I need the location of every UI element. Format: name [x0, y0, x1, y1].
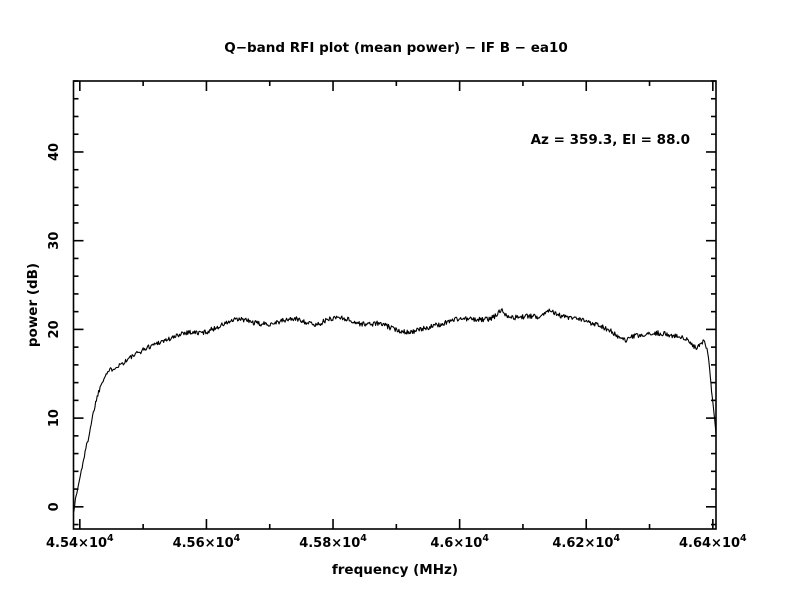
x-tick-label: 4.56×104	[173, 533, 241, 551]
x-tick-label: 4.62×104	[552, 533, 620, 551]
az-el-annotation: Az = 359.3, El = 88.0	[530, 132, 690, 148]
y-axis-label: power (dB)	[25, 262, 41, 348]
y-tick-label: 0	[47, 502, 62, 511]
x-axis-label: frequency (MHz)	[331, 562, 459, 578]
plot-title: Q−band RFI plot (mean power) − IF B − ea…	[224, 40, 568, 56]
rfi-mean-power-trace	[73, 308, 717, 513]
x-tick-label: 4.58×104	[299, 533, 367, 551]
y-tick-label: 30	[47, 232, 62, 250]
y-tick-label: 40	[47, 143, 62, 161]
x-tick-label: 4.64×104	[679, 533, 747, 551]
x-tick-label: 4.54×104	[46, 533, 114, 551]
x-tick-label: 4.6×104	[430, 533, 489, 551]
y-tick-label: 20	[47, 320, 62, 338]
y-tick-label: 10	[47, 409, 62, 427]
plot-frame	[72, 80, 717, 530]
